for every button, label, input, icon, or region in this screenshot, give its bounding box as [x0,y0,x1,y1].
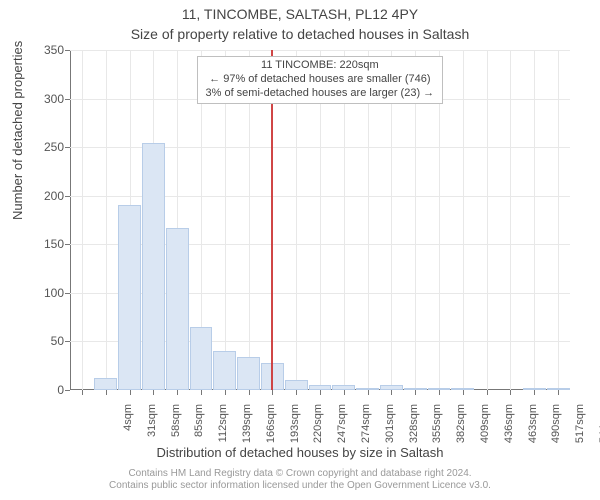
x-tick-mark [249,390,250,395]
y-tick-mark [65,196,70,197]
x-tick-label: 463sqm [527,404,539,454]
y-tick-mark [65,99,70,100]
y-tick-label: 150 [14,237,64,251]
histogram-bar [142,143,165,390]
x-tick-label: 247sqm [336,404,348,454]
y-tick-mark [65,341,70,342]
x-tick-label: 4sqm [122,404,134,454]
x-tick-mark [510,390,511,395]
chart-title-sub: Size of property relative to detached ho… [0,26,600,42]
x-tick-mark [487,390,488,395]
x-tick-label: 166sqm [265,404,277,454]
x-tick-label: 139sqm [241,404,253,454]
gridline-v [558,50,559,390]
x-tick-label: 31sqm [146,404,158,454]
gridline-v [487,50,488,390]
y-tick-mark [65,50,70,51]
chart-container: 11, TINCOMBE, SALTASH, PL12 4PY Size of … [0,0,600,500]
x-tick-label: 490sqm [550,404,562,454]
plot-area: 11 TINCOMBE: 220sqm← 97% of detached hou… [70,50,570,390]
x-tick-mark [439,390,440,395]
histogram-bar [285,380,308,390]
annotation-line-3: 3% of semi-detached houses are larger (2… [206,87,435,101]
histogram-bar [237,357,260,390]
footer-line-2: Contains public sector information licen… [109,480,491,491]
histogram-bar [166,228,189,390]
gridline-v [463,50,464,390]
chart-footer: Contains HM Land Registry data © Crown c… [0,468,600,492]
gridline-v [82,50,83,390]
x-tick-label: 193sqm [289,404,301,454]
x-tick-mark [130,390,131,395]
y-tick-label: 200 [14,189,64,203]
y-tick-mark [65,147,70,148]
chart-title-main: 11, TINCOMBE, SALTASH, PL12 4PY [0,6,600,22]
x-tick-mark [391,390,392,395]
x-tick-label: 220sqm [312,404,324,454]
x-tick-mark [344,390,345,395]
y-tick-label: 0 [14,383,64,397]
x-tick-mark [534,390,535,395]
footer-line-1: Contains HM Land Registry data © Crown c… [128,468,471,479]
x-tick-label: 112sqm [217,404,229,454]
y-tick-label: 350 [14,43,64,57]
x-tick-mark [106,390,107,395]
y-tick-mark [65,244,70,245]
annotation-box: 11 TINCOMBE: 220sqm← 97% of detached hou… [197,56,444,104]
x-tick-label: 436sqm [503,404,515,454]
x-tick-label: 85sqm [193,404,205,454]
x-tick-mark [201,390,202,395]
annotation-line-2: ← 97% of detached houses are smaller (74… [206,73,435,87]
annotation-line-1: 11 TINCOMBE: 220sqm [206,59,435,73]
histogram-bar [118,205,141,390]
x-tick-mark [463,390,464,395]
x-tick-label: 517sqm [574,404,586,454]
x-tick-mark [82,390,83,395]
histogram-bar [213,351,236,390]
y-tick-label: 250 [14,140,64,154]
histogram-bar [190,327,213,390]
x-tick-mark [415,390,416,395]
x-tick-label: 274sqm [360,404,372,454]
x-tick-label: 355sqm [431,404,443,454]
y-tick-mark [65,390,70,391]
x-tick-mark [558,390,559,395]
x-tick-label: 409sqm [479,404,491,454]
x-tick-mark [272,390,273,395]
x-tick-label: 58sqm [170,404,182,454]
x-tick-mark [368,390,369,395]
x-tick-label: 301sqm [384,404,396,454]
y-tick-label: 300 [14,92,64,106]
y-tick-label: 100 [14,286,64,300]
gridline-v [534,50,535,390]
x-tick-label: 382sqm [455,404,467,454]
x-tick-mark [225,390,226,395]
y-tick-label: 50 [14,334,64,348]
x-tick-label: 328sqm [408,404,420,454]
gridline-v [510,50,511,390]
x-tick-mark [153,390,154,395]
y-axis-line [70,50,71,390]
x-tick-mark [296,390,297,395]
x-tick-mark [320,390,321,395]
y-tick-mark [65,293,70,294]
gridline-v [106,50,107,390]
histogram-bar [94,378,117,390]
x-tick-mark [177,390,178,395]
